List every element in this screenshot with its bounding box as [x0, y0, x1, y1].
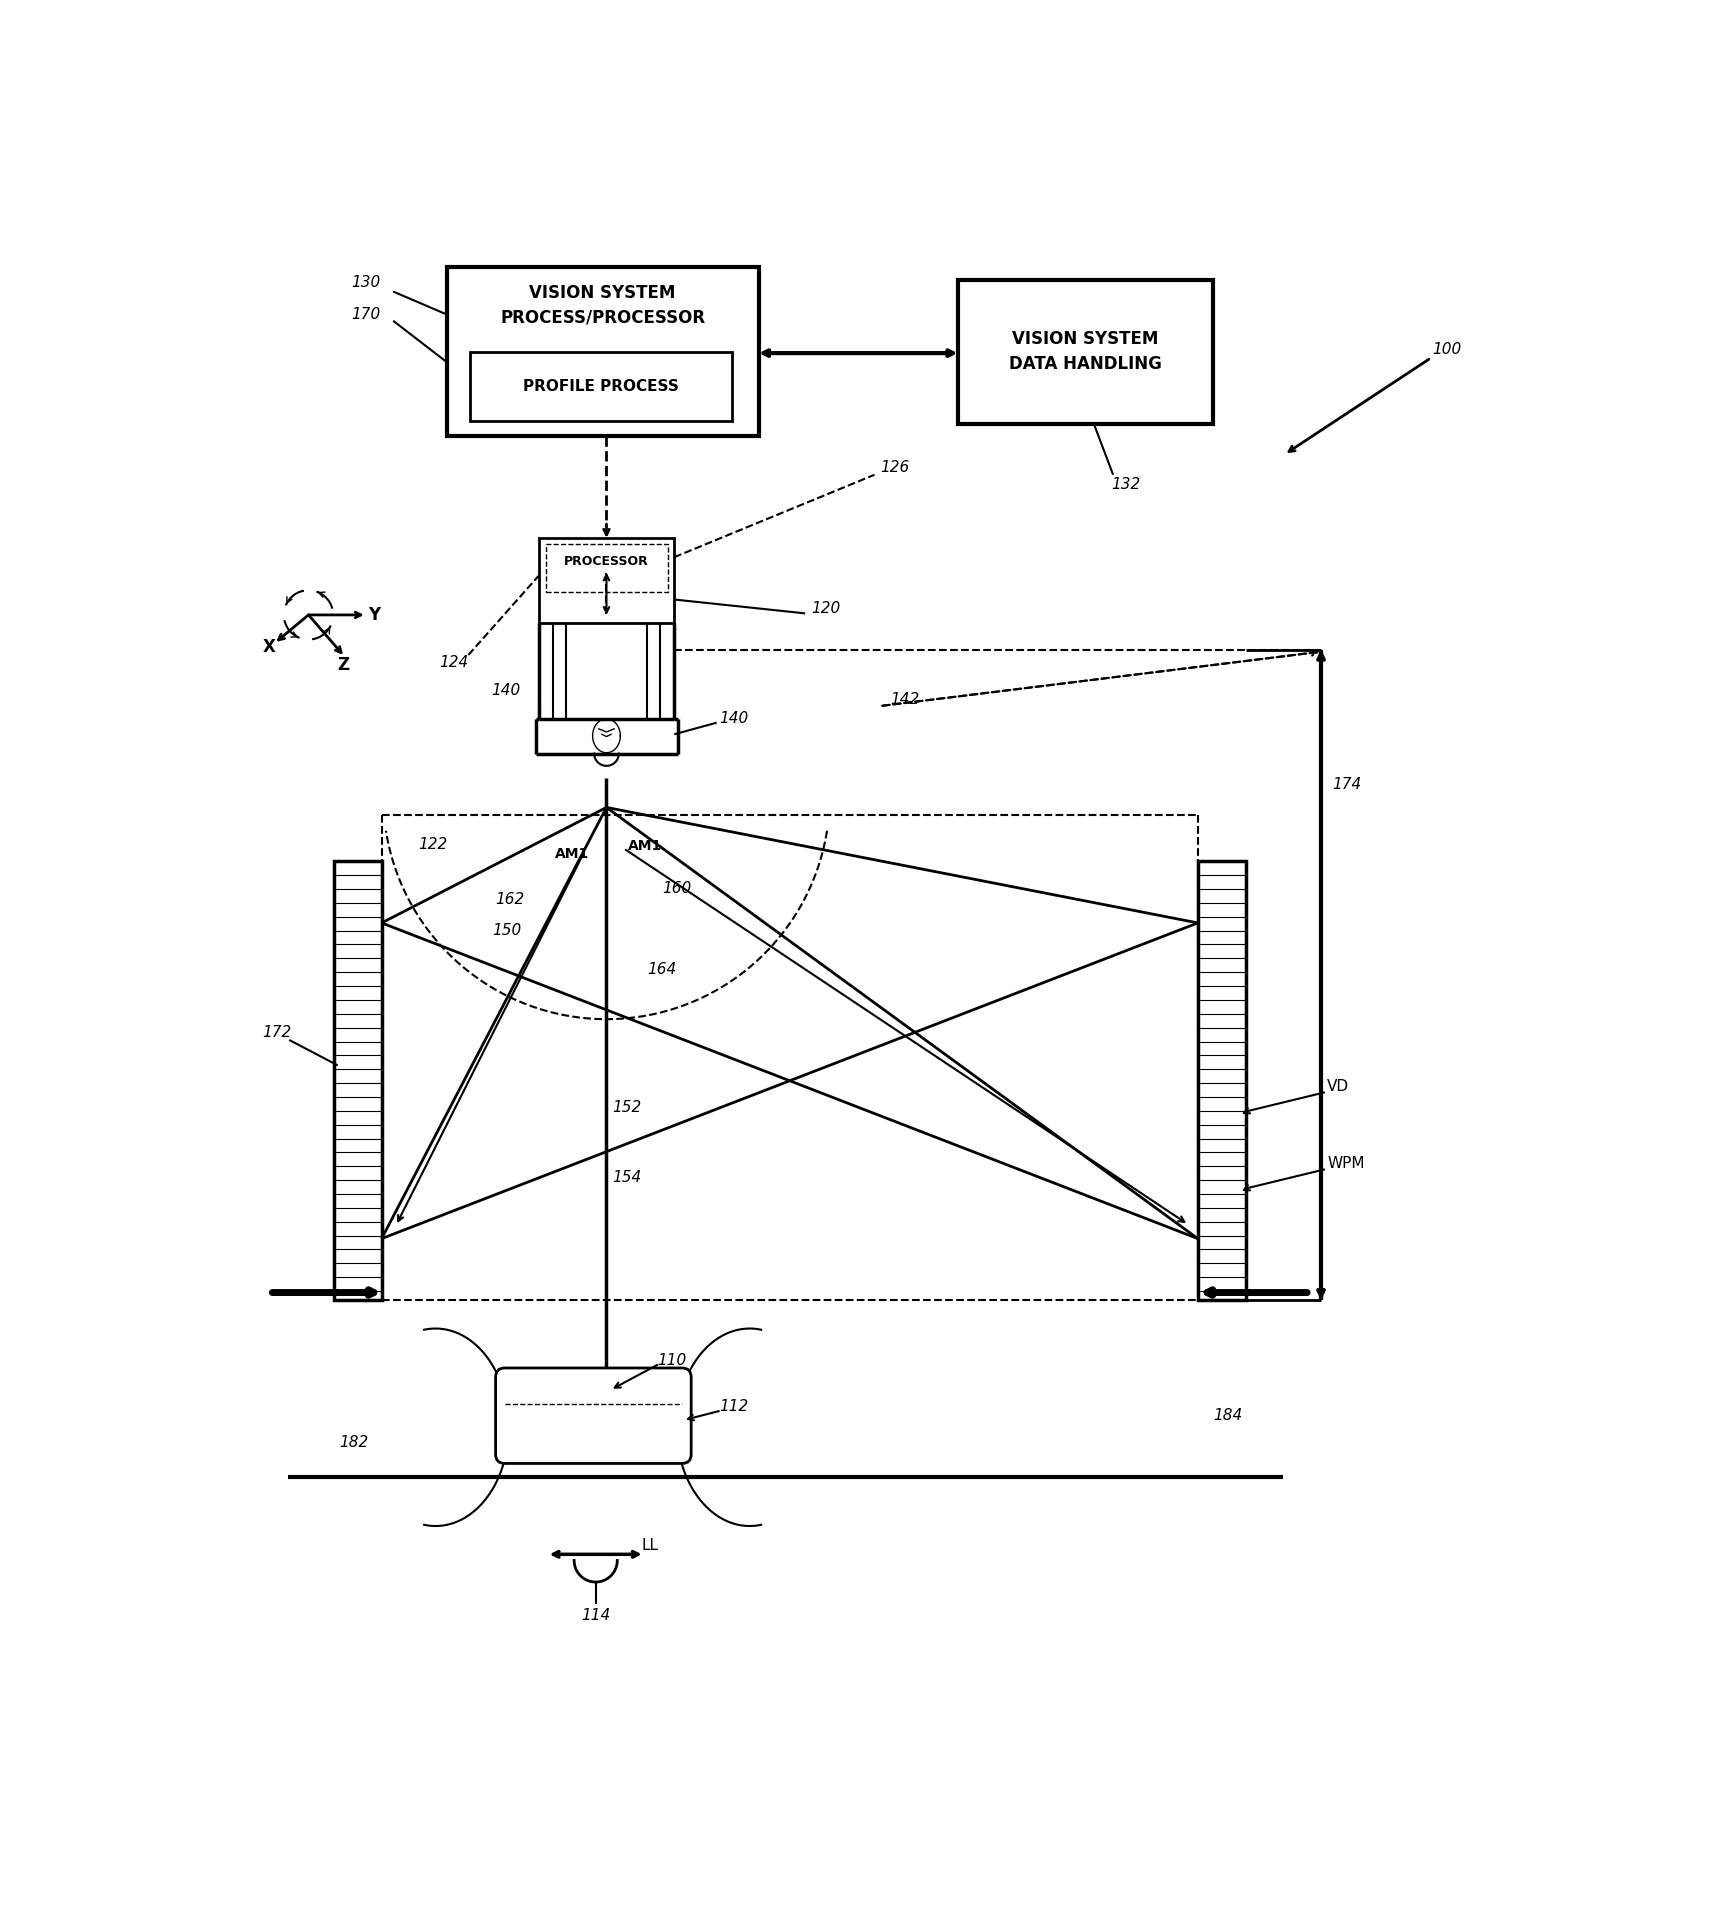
Text: 174: 174 [1333, 776, 1361, 791]
Bar [545, 544, 668, 592]
Text: 114: 114 [581, 1608, 611, 1623]
Text: 140: 140 [492, 682, 521, 697]
Text: 124: 124 [440, 655, 469, 671]
Text: VISION SYSTEM
PROCESS/PROCESSOR: VISION SYSTEM PROCESS/PROCESSOR [500, 284, 706, 328]
Text: Z: Z [338, 655, 350, 674]
Text: WPM: WPM [1327, 1155, 1364, 1171]
Bar [335, 862, 381, 1301]
Text: 150: 150 [493, 924, 521, 939]
Text: 154: 154 [612, 1169, 642, 1184]
Text: AM1: AM1 [555, 847, 590, 860]
Text: 140: 140 [719, 711, 749, 726]
Text: 164: 164 [647, 962, 676, 977]
Text: 126: 126 [880, 460, 909, 475]
Text: 122: 122 [419, 837, 449, 853]
Bar [540, 538, 674, 623]
Text: 100: 100 [1433, 341, 1463, 356]
Text: 132: 132 [1111, 477, 1140, 492]
Text: 182: 182 [340, 1435, 369, 1450]
Text: X: X [262, 638, 276, 657]
FancyBboxPatch shape [495, 1368, 692, 1464]
Text: 184: 184 [1213, 1408, 1242, 1424]
Text: VISION SYSTEM
DATA HANDLING: VISION SYSTEM DATA HANDLING [1009, 330, 1163, 374]
Text: 160: 160 [662, 881, 692, 897]
Text: 112: 112 [719, 1399, 749, 1414]
Bar [471, 351, 731, 422]
Text: 162: 162 [495, 893, 524, 908]
Text: 130: 130 [350, 274, 380, 289]
Text: 142: 142 [890, 692, 919, 707]
Text: 172: 172 [262, 1025, 292, 1040]
Text: VD: VD [1327, 1079, 1349, 1094]
Text: 170: 170 [350, 307, 380, 322]
Bar [447, 266, 759, 437]
Text: Y: Y [369, 605, 381, 625]
Text: PROCESSOR: PROCESSOR [564, 554, 649, 567]
Bar [1197, 862, 1245, 1301]
Text: 152: 152 [612, 1100, 642, 1115]
Text: 110: 110 [657, 1353, 687, 1368]
Text: AM1: AM1 [628, 839, 662, 853]
Text: LL: LL [642, 1537, 659, 1552]
Text: PROFILE PROCESS: PROFILE PROCESS [523, 379, 680, 393]
Text: 120: 120 [811, 602, 840, 617]
Bar [957, 280, 1213, 423]
